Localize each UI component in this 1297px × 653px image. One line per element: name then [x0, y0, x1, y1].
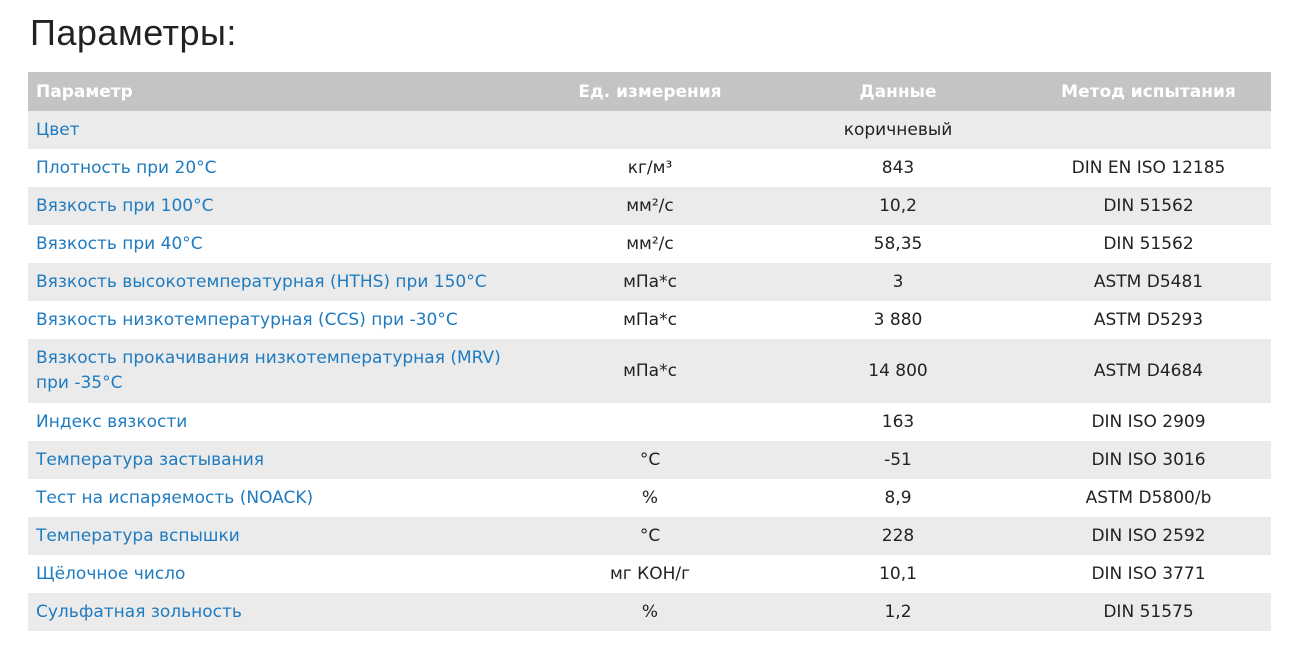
parameter-name[interactable]: Температура застывания [36, 449, 264, 470]
parameter-name[interactable]: Температура вспышки [36, 525, 240, 546]
test-method: DIN ISO 2592 [1091, 526, 1206, 546]
value: 58,35 [873, 234, 923, 254]
unit: % [641, 602, 659, 622]
parameter-name[interactable]: Щёлочное число [36, 563, 186, 584]
parameter-name[interactable]: Плотность при 20°С [36, 157, 217, 178]
test-method [1026, 111, 1271, 149]
value: 10,2 [879, 196, 917, 216]
unit: мг КОН/г [609, 564, 691, 584]
unit: мПа*с [623, 361, 677, 381]
table-row: Температура застывания °С -51 DIN ISO 3016 [28, 441, 1271, 479]
value: 228 [881, 526, 915, 546]
header-parameter: Параметр [28, 72, 530, 111]
test-method: ASTM D5481 [1093, 272, 1204, 292]
test-method: ASTM D5293 [1093, 310, 1204, 330]
test-method: ASTM D5800/b [1085, 488, 1212, 508]
parameter-name[interactable]: Вязкость высокотемпературная (HTHS) при … [36, 271, 487, 292]
test-method: DIN EN ISO 12185 [1071, 158, 1226, 178]
table-row: Вязкость прокачивания низкотемпературная… [28, 339, 1271, 403]
value: 8,9 [884, 488, 912, 508]
table-row: Тест на испаряемость (NOACK)% 8,9 ASTM D58… [28, 479, 1271, 517]
value: 10,1 [879, 564, 917, 584]
value: 163 [881, 412, 915, 432]
value: 843 [881, 158, 915, 178]
header-value: Данные [770, 72, 1026, 111]
unit: кг/м³ [627, 158, 673, 178]
header-unit: Ед. измерения [530, 72, 770, 111]
value: коричневый [843, 120, 953, 140]
unit: мм²/с [626, 234, 674, 254]
table-row: Индекс вязкости 163 DIN ISO 2909 [28, 403, 1271, 441]
table-row: Температура вспышки °С 228 DIN ISO 2592 [28, 517, 1271, 555]
table-header: Параметр Ед. измерения Данные Метод испы… [28, 72, 1271, 111]
test-method: DIN ISO 3771 [1091, 564, 1206, 584]
unit: мм²/с [626, 196, 674, 216]
parameter-name[interactable]: Вязкость при 40°С [36, 233, 203, 254]
table-row: Сульфатная зольность% 1,2 DIN 51575 [28, 593, 1271, 631]
test-method: DIN 51575 [1103, 602, 1194, 622]
parameter-name[interactable]: Сульфатная зольность [36, 601, 242, 622]
test-method: DIN ISO 2909 [1091, 412, 1206, 432]
table-row: Вязкость высокотемпературная (HTHS) при … [28, 263, 1271, 301]
parameter-name[interactable]: Вязкость при 100°С [36, 195, 214, 216]
parameter-name[interactable]: Вязкость прокачивания низкотемпературная… [36, 348, 501, 393]
value: 1,2 [884, 602, 912, 622]
value: 3 [892, 272, 904, 292]
test-method: DIN 51562 [1103, 234, 1194, 254]
page-title: Параметры: [30, 12, 237, 53]
parameter-name[interactable]: Индекс вязкости [36, 411, 188, 432]
value: -51 [884, 450, 912, 470]
table-row: Вязкость при 100°С мм²/с 10,2 DIN 51562 [28, 187, 1271, 225]
value: 3 880 [873, 310, 923, 330]
test-method: ASTM D4684 [1093, 361, 1204, 381]
parameter-name[interactable]: Цвет [36, 119, 80, 140]
table-row: Плотность при 20°С кг/м³ 843 DIN EN ISO 121… [28, 149, 1271, 187]
test-method: DIN ISO 3016 [1091, 450, 1206, 470]
parameter-name[interactable]: Тест на испаряемость (NOACK) [36, 487, 314, 508]
value: 14 800 [868, 361, 928, 381]
parameters-table: Параметр Ед. измерения Данные Метод испы… [28, 72, 1271, 631]
unit: °С [639, 526, 661, 546]
parameter-name[interactable]: Вязкость низкотемпературная (CCS) при -3… [36, 309, 458, 330]
header-method: Метод испытания [1026, 72, 1271, 111]
unit: °С [639, 450, 661, 470]
test-method: DIN 51562 [1103, 196, 1194, 216]
unit: мПа*с [623, 310, 677, 330]
table-row: Вязкость при 40°С мм²/с 58,35 DIN 51562 [28, 225, 1271, 263]
table-row: Щёлочное число мг КОН/г 10,1 DIN ISO 3771 [28, 555, 1271, 593]
unit [530, 403, 770, 441]
table-row: Цвет коричневый [28, 111, 1271, 149]
unit [530, 111, 770, 149]
unit: мПа*с [623, 272, 677, 292]
unit: % [641, 488, 659, 508]
table-row: Вязкость низкотемпературная (CCS) при -3… [28, 301, 1271, 339]
